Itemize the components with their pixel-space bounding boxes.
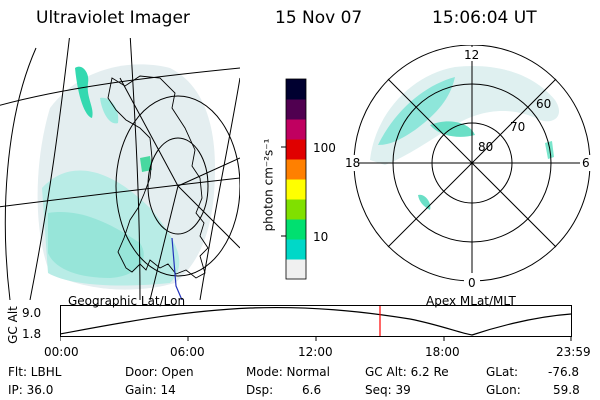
info-glat-value: -76.8 (548, 365, 580, 379)
coastline (107, 75, 209, 279)
colorbar-segment (286, 119, 306, 140)
xtick-1200: 12:00 (298, 345, 333, 359)
info-glat-label: GLat: (486, 365, 519, 379)
colorbar-segment (286, 239, 306, 260)
altitude-ylabel: GC Alt (5, 306, 20, 344)
colorbar-segment (286, 139, 306, 160)
colorbar (281, 78, 307, 280)
colorbar-segment (286, 99, 306, 120)
info-gc-alt: GC Alt: 6.2 Re (365, 365, 449, 379)
info-door: Door: Open (125, 365, 194, 379)
geographic-map (0, 38, 240, 300)
colorbar-tick-10: 10 (313, 230, 329, 244)
observation-date: 15 Nov 07 (275, 8, 363, 28)
altitude-ytick-min: 1.8 (22, 327, 42, 341)
mlt-label-0: 0 (468, 276, 476, 290)
xtick-0600: 06:00 (170, 345, 205, 359)
xtick-1800: 18:00 (425, 345, 460, 359)
colorbar-segment (286, 259, 306, 280)
colorbar-segment (286, 179, 306, 200)
geo-panel-label: Geographic Lat/Lon (68, 294, 186, 308)
polar-panel-label: Apex MLat/MLT (426, 294, 516, 308)
mlt-label-6: 6 (582, 156, 590, 170)
mlat-label-80: 80 (478, 140, 494, 154)
info-glon-label: GLon: (486, 383, 521, 397)
colorbar-segment (286, 199, 306, 220)
info-seq: Seq: 39 (365, 383, 411, 397)
mlat-label-60: 60 (536, 97, 552, 111)
colorbar-segment (286, 159, 306, 180)
altitude-curve (60, 306, 572, 336)
colorbar-segment (286, 219, 306, 240)
mlt-label-18: 18 (345, 156, 361, 170)
info-ip: IP: 36.0 (8, 383, 54, 397)
altitude-plot (60, 305, 572, 341)
altitude-ytick-max: 9.0 (22, 306, 42, 320)
colorbar-tick-100: 100 (313, 141, 336, 155)
instrument-title: Ultraviolet Imager (36, 8, 190, 28)
info-dsp-value: 6.6 (302, 383, 322, 397)
auroral-oval (370, 65, 560, 165)
info-mode: Mode: Normal (246, 365, 330, 379)
info-gain: Gain: 14 (125, 383, 176, 397)
mlt-label-12: 12 (464, 48, 480, 62)
observation-time: 15:06:04 UT (432, 8, 537, 28)
info-dsp-label: Dsp: (246, 383, 274, 397)
colorbar-unit-label: photon cm⁻²s⁻¹ (261, 138, 276, 232)
polar-plot (340, 45, 598, 289)
info-glon-value: 59.8 (553, 383, 580, 397)
xtick-2359: 23:59 (556, 345, 591, 359)
xtick-0000: 00:00 (44, 345, 79, 359)
mlat-label-70: 70 (510, 120, 526, 134)
colorbar-segment (286, 79, 306, 100)
info-flt: Flt: LBHL (8, 365, 62, 379)
